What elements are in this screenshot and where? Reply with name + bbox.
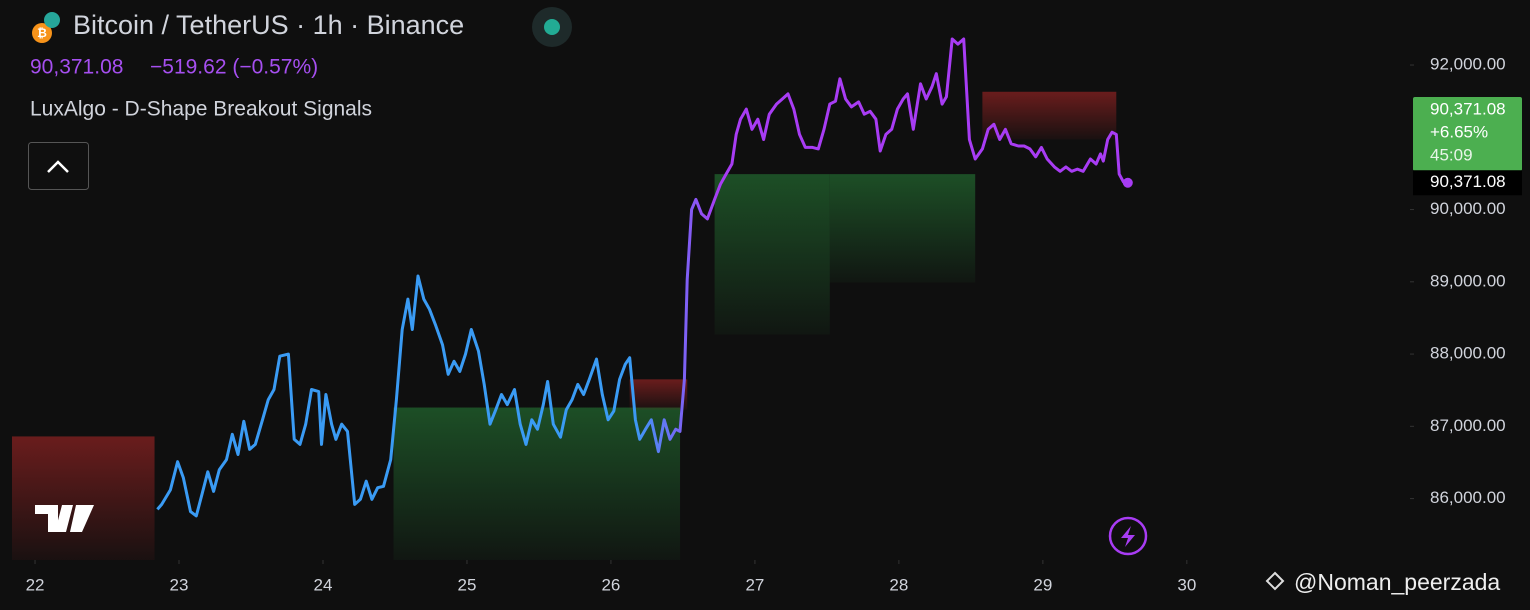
plot — [156, 37, 1133, 518]
y-tick-label: 90,000.00 — [1430, 199, 1506, 218]
collapse-button[interactable] — [28, 142, 89, 190]
breakout-zone — [12, 436, 155, 560]
market-status-dot — [544, 19, 560, 35]
watermark: @Noman_peerzada — [1294, 569, 1500, 595]
last-point — [1122, 177, 1133, 188]
x-tick-label: 28 — [889, 575, 908, 594]
price-tag-last: 90,371.08 — [1430, 99, 1506, 118]
breakout-zone — [629, 379, 688, 410]
indicator-tag-box — [1413, 170, 1522, 196]
x-tick-label: 23 — [170, 575, 189, 594]
x-tick-label: 26 — [601, 575, 620, 594]
alert-bolt — [1121, 526, 1135, 547]
breakout-zone — [714, 174, 830, 335]
x-tick-label: 29 — [1033, 575, 1052, 594]
axes: 86,000.00 87,000.00 88,000.00 89,000.00 90,0… — [26, 55, 1506, 595]
breakout-zone — [829, 174, 976, 283]
tether-icon — [44, 12, 60, 28]
y-tick-label: 86,000.00 — [1430, 488, 1506, 507]
price-line — [156, 37, 1129, 518]
breakout-zone — [393, 407, 681, 560]
alert-icon[interactable] — [1108, 516, 1148, 556]
y-tick-label: 87,000.00 — [1430, 416, 1506, 435]
x-tick-label: 25 — [458, 575, 477, 594]
last-price: 90,371.08 — [30, 56, 123, 79]
x-tick-label: 24 — [314, 575, 333, 594]
indicator-name: LuxAlgo - D-Shape Breakout Signals — [30, 98, 372, 121]
tradingview-logo — [35, 505, 94, 532]
x-tick-label: 30 — [1177, 575, 1196, 594]
indicator-tag-price: 90,371.08 — [1430, 172, 1506, 191]
zones — [12, 91, 1117, 560]
price-tag-change: +6.65% — [1430, 122, 1488, 141]
y-tick-label: 89,000.00 — [1430, 271, 1506, 290]
symbol-title: Bitcoin / TetherUS · 1h · Binance — [73, 10, 464, 40]
y-tick-label: 92,000.00 — [1430, 55, 1506, 74]
price-change: −519.62 (−0.57%) — [150, 56, 318, 79]
bitcoin-icon — [32, 23, 52, 43]
collapse-icon — [47, 160, 69, 173]
x-tick-label: 27 — [745, 575, 764, 594]
x-tick-label: 22 — [26, 575, 45, 594]
y-tick-label: 88,000.00 — [1430, 344, 1506, 363]
binance-icon — [1265, 571, 1285, 591]
bitcoin-icon-glyph: ₿ — [37, 26, 47, 40]
price-tag-box — [1413, 97, 1522, 171]
price-tag-countdown: 45:09 — [1430, 145, 1473, 164]
